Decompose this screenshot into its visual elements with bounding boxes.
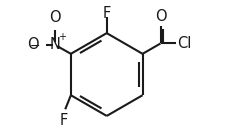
Text: −: − (29, 40, 40, 53)
Text: N: N (49, 37, 60, 52)
Text: +: + (58, 32, 66, 42)
Text: Cl: Cl (176, 36, 191, 51)
Text: F: F (102, 6, 110, 21)
Text: F: F (60, 113, 68, 128)
Text: O: O (27, 37, 38, 52)
Text: O: O (49, 10, 60, 25)
Text: O: O (154, 9, 166, 24)
